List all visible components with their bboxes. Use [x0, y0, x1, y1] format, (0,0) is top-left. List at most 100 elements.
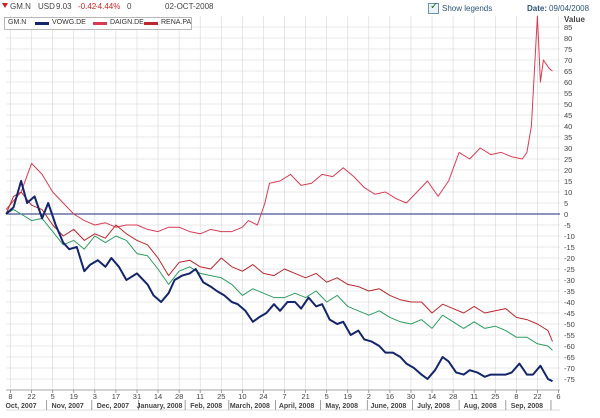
y-tick-label: 45	[564, 111, 572, 120]
x-tick-label: 14	[154, 392, 162, 401]
y-tick-label: 20	[564, 166, 572, 175]
date-label: Date:	[527, 4, 548, 13]
down-arrow-icon	[2, 3, 8, 8]
quote-currency: USD	[38, 2, 55, 11]
legend-label-rena: RENA.PA	[161, 19, 192, 26]
y-tick-label: 60	[564, 78, 572, 87]
series-line-rena-pa	[5, 209, 553, 351]
grid-layer	[6, 16, 560, 390]
y-axis-title: Value	[564, 15, 585, 24]
x-month-label: Nov, 2007	[52, 403, 84, 410]
x-month-label: July, 2008	[417, 403, 450, 410]
quote-change-percent: -4.44%	[95, 2, 121, 11]
x-axis: 8 22 5 19 3 17 31 14 28 11 25 10 24 7 21 5 19 2 16 30 14 28 11…	[5, 389, 561, 411]
y-tick-label: 55	[564, 89, 572, 98]
y-tick-label: 15	[564, 177, 572, 186]
y-tick-label: -55	[564, 331, 575, 340]
legend-label-gm: GM.N	[8, 19, 27, 26]
legend-label-vowg: VOWG.DE	[52, 19, 86, 26]
x-tick-label: 25	[491, 392, 499, 401]
y-tick-label: -70	[564, 364, 575, 373]
series-line-gm-n	[5, 180, 553, 383]
x-tick-label: 5	[51, 392, 55, 401]
y-axis: Value -75-70-65-60-55-50-45-40-35-30-25-…	[564, 15, 585, 384]
x-tick-label: 22	[27, 392, 35, 401]
x-month-label: Feb, 2008	[190, 403, 222, 410]
x-month-label: March, 2008	[230, 403, 270, 410]
x-month-label: June, 2008	[370, 403, 406, 410]
x-tick-label: 8	[514, 392, 518, 401]
series-line-vowg-de	[5, 15, 553, 235]
show-legends-label[interactable]: Show legends	[442, 4, 493, 13]
y-tick-label: -75	[564, 375, 575, 384]
x-month-label: Oct, 2007	[5, 403, 36, 410]
y-tick-label: -60	[564, 342, 575, 351]
y-tick-label: 40	[564, 122, 572, 131]
x-tick-label: 8	[8, 392, 12, 401]
y-tick-label: -65	[564, 353, 575, 362]
x-tick-label: 21	[301, 392, 309, 401]
y-tick-label: -50	[564, 320, 575, 329]
y-tick-label: 25	[564, 155, 572, 164]
y-tick-label: -5	[564, 221, 571, 230]
y-tick-label: 80	[564, 34, 572, 43]
y-tick-label: 85	[564, 23, 572, 32]
y-tick-label: -25	[564, 265, 575, 274]
y-gridlines	[6, 26, 560, 380]
x-month-label: Dec, 2007	[97, 403, 129, 410]
y-tick-label: -45	[564, 309, 575, 318]
x-month-label: January, 2008	[137, 403, 183, 410]
y-tick-label: -30	[564, 276, 575, 285]
y-tick-label: 10	[564, 188, 572, 197]
x-tick-label: 19	[344, 392, 352, 401]
y-tick-label: 30	[564, 144, 572, 153]
quote-date: 02-OCT-2008	[165, 2, 214, 11]
x-tick-label: 14	[428, 392, 436, 401]
x-tick-label: 22	[533, 392, 541, 401]
x-month-label: Aug, 2008	[464, 403, 497, 410]
series-layer	[5, 15, 553, 383]
x-month-label: Sep, 2008	[511, 403, 543, 410]
y-tick-label: -15	[564, 243, 575, 252]
quote-change: -0.42	[78, 2, 97, 11]
series-line-daign-de	[5, 191, 553, 342]
legend-swatch-daign	[93, 22, 107, 25]
x-tick-label: 16	[386, 392, 394, 401]
x-tick-label: 30	[407, 392, 415, 401]
checkmark-icon: ✓	[430, 1, 439, 12]
date-value[interactable]: 09/04/2008	[549, 4, 590, 13]
y-tick-label: -40	[564, 298, 575, 307]
legend-swatch-vowg	[35, 22, 49, 25]
x-tick-label: 24	[259, 392, 267, 401]
legend-swatch-rena	[144, 22, 158, 25]
x-tick-label: 28	[175, 392, 183, 401]
y-tick-label: 35	[564, 133, 572, 142]
x-tick-label: 3	[93, 392, 97, 401]
x-tick-label: 11	[470, 392, 478, 401]
x-tick-label: 17	[112, 392, 120, 401]
y-tick-label: -35	[564, 287, 575, 296]
x-tick-label: 10	[238, 392, 246, 401]
x-tick-label: 6	[556, 392, 560, 401]
y-tick-label: 5	[564, 199, 568, 208]
x-tick-label: 19	[70, 392, 78, 401]
y-tick-label: -10	[564, 232, 575, 241]
x-tick-label: 7	[282, 392, 286, 401]
x-tick-label: 31	[133, 392, 141, 401]
quote-price: 9.03	[56, 2, 72, 11]
x-tick-label: 5	[325, 392, 329, 401]
show-legends-checkbox[interactable]: ✓	[428, 1, 439, 14]
x-tick-label: 25	[217, 392, 225, 401]
quote-header: GM.N USD 9.03 -0.42 -4.44% 0 02-OCT-2008…	[0, 0, 600, 16]
quote-symbol: GM.N	[10, 2, 31, 11]
y-tick-label: -20	[564, 254, 575, 263]
y-tick-label: 0	[564, 210, 568, 219]
legend-label-daign: DAIGN.DE	[110, 19, 144, 26]
x-tick-label: 11	[196, 392, 204, 401]
y-tick-label: 75	[564, 45, 572, 54]
x-month-label: April, 2008	[279, 403, 315, 410]
x-tick-label: 2	[367, 392, 371, 401]
quote-volume: 0	[127, 2, 132, 11]
y-tick-label: 70	[564, 56, 572, 65]
